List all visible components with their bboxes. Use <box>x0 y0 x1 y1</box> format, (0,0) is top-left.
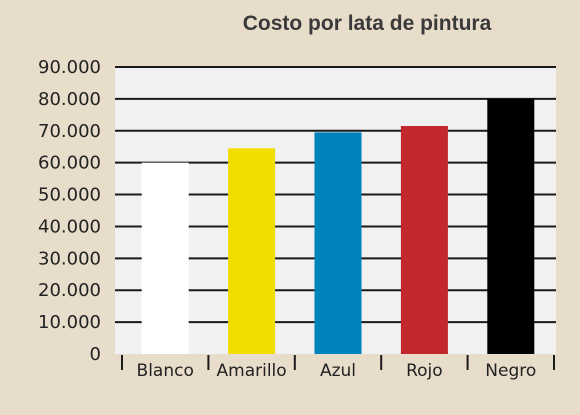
y-tick-label: 20.000 <box>38 280 101 301</box>
bars <box>141 98 535 354</box>
chart-title: Costo por lata de pintura <box>243 12 492 35</box>
y-tick-label: 80.000 <box>38 89 101 110</box>
x-axis-labels: Blanco Amarillo Azul Rojo Negro <box>121 355 555 381</box>
y-tick-label: 30.000 <box>38 248 101 269</box>
y-tick-label: 90.000 <box>38 57 101 78</box>
y-tick-label: 10.000 <box>38 312 101 333</box>
bar-blanco <box>141 162 189 354</box>
category-label: Negro <box>485 361 536 381</box>
y-axis-ticks: 0 10.000 20.000 30.000 40.000 50.000 60.000 70.… <box>38 57 101 365</box>
bar-rojo <box>400 125 448 354</box>
category-label: Amarillo <box>217 361 287 381</box>
category-label: Rojo <box>406 361 443 381</box>
bar-amarillo <box>228 148 276 354</box>
category-label: Blanco <box>137 361 194 381</box>
bar-azul <box>314 132 362 354</box>
category-label: Azul <box>320 361 356 381</box>
y-tick-label: 50.000 <box>38 185 101 206</box>
bar-negro <box>487 98 535 354</box>
y-tick-label: 40.000 <box>38 216 101 237</box>
y-tick-label: 70.000 <box>38 121 101 142</box>
y-tick-label: 60.000 <box>38 153 101 174</box>
y-tick-label: 0 <box>90 344 101 365</box>
